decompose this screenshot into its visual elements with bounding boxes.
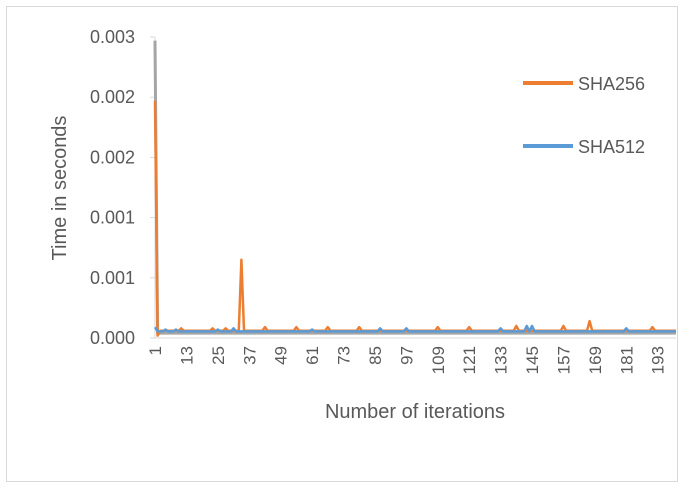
x-axis-title: Number of iterations <box>325 401 505 423</box>
x-tick-label: 25 <box>209 346 228 365</box>
y-tick-label: 0.001 <box>90 208 135 228</box>
y-axis-title: Time in seconds <box>49 116 71 261</box>
x-tick-label: 73 <box>335 346 354 365</box>
x-axis: 1 13 25 37 49 61 73 85 97 109 121 133 145 157 169 181 19… <box>146 337 676 374</box>
series-line-gray <box>153 40 676 335</box>
x-tick-label: 1 <box>146 346 165 355</box>
plot-series <box>153 40 676 337</box>
legend: SHA256 SHA512 <box>523 74 645 157</box>
x-tick-label: 109 <box>429 346 448 374</box>
legend-label-sha256: SHA256 <box>578 74 645 94</box>
x-tick-label: 13 <box>177 346 196 365</box>
y-tick-label: 0.002 <box>90 147 135 167</box>
chart-frame <box>6 6 678 482</box>
x-tick-label: 145 <box>523 346 542 374</box>
x-tick-label: 61 <box>303 346 322 365</box>
x-tick-label: 97 <box>397 346 416 365</box>
y-axis: 0.000 0.001 0.001 0.002 0.002 0.003 <box>90 27 156 348</box>
legend-label-sha512: SHA512 <box>578 137 645 157</box>
x-tick-label: 49 <box>272 346 291 365</box>
x-tick-label: 133 <box>492 346 511 374</box>
x-tick-label: 85 <box>366 346 385 365</box>
x-tick-label: 37 <box>240 346 259 365</box>
y-tick-label: 0.003 <box>90 27 135 47</box>
x-tick-label: 181 <box>617 346 636 374</box>
y-tick-label: 0.000 <box>90 328 135 348</box>
y-tick-label: 0.001 <box>90 268 135 288</box>
x-tick-label: 157 <box>554 346 573 374</box>
series-line-sha512 <box>153 324 676 333</box>
x-tick-label: 193 <box>649 346 668 374</box>
y-tick-label: 0.002 <box>90 87 135 107</box>
x-tick-label: 121 <box>460 346 479 374</box>
x-tick-label: 169 <box>586 346 605 374</box>
